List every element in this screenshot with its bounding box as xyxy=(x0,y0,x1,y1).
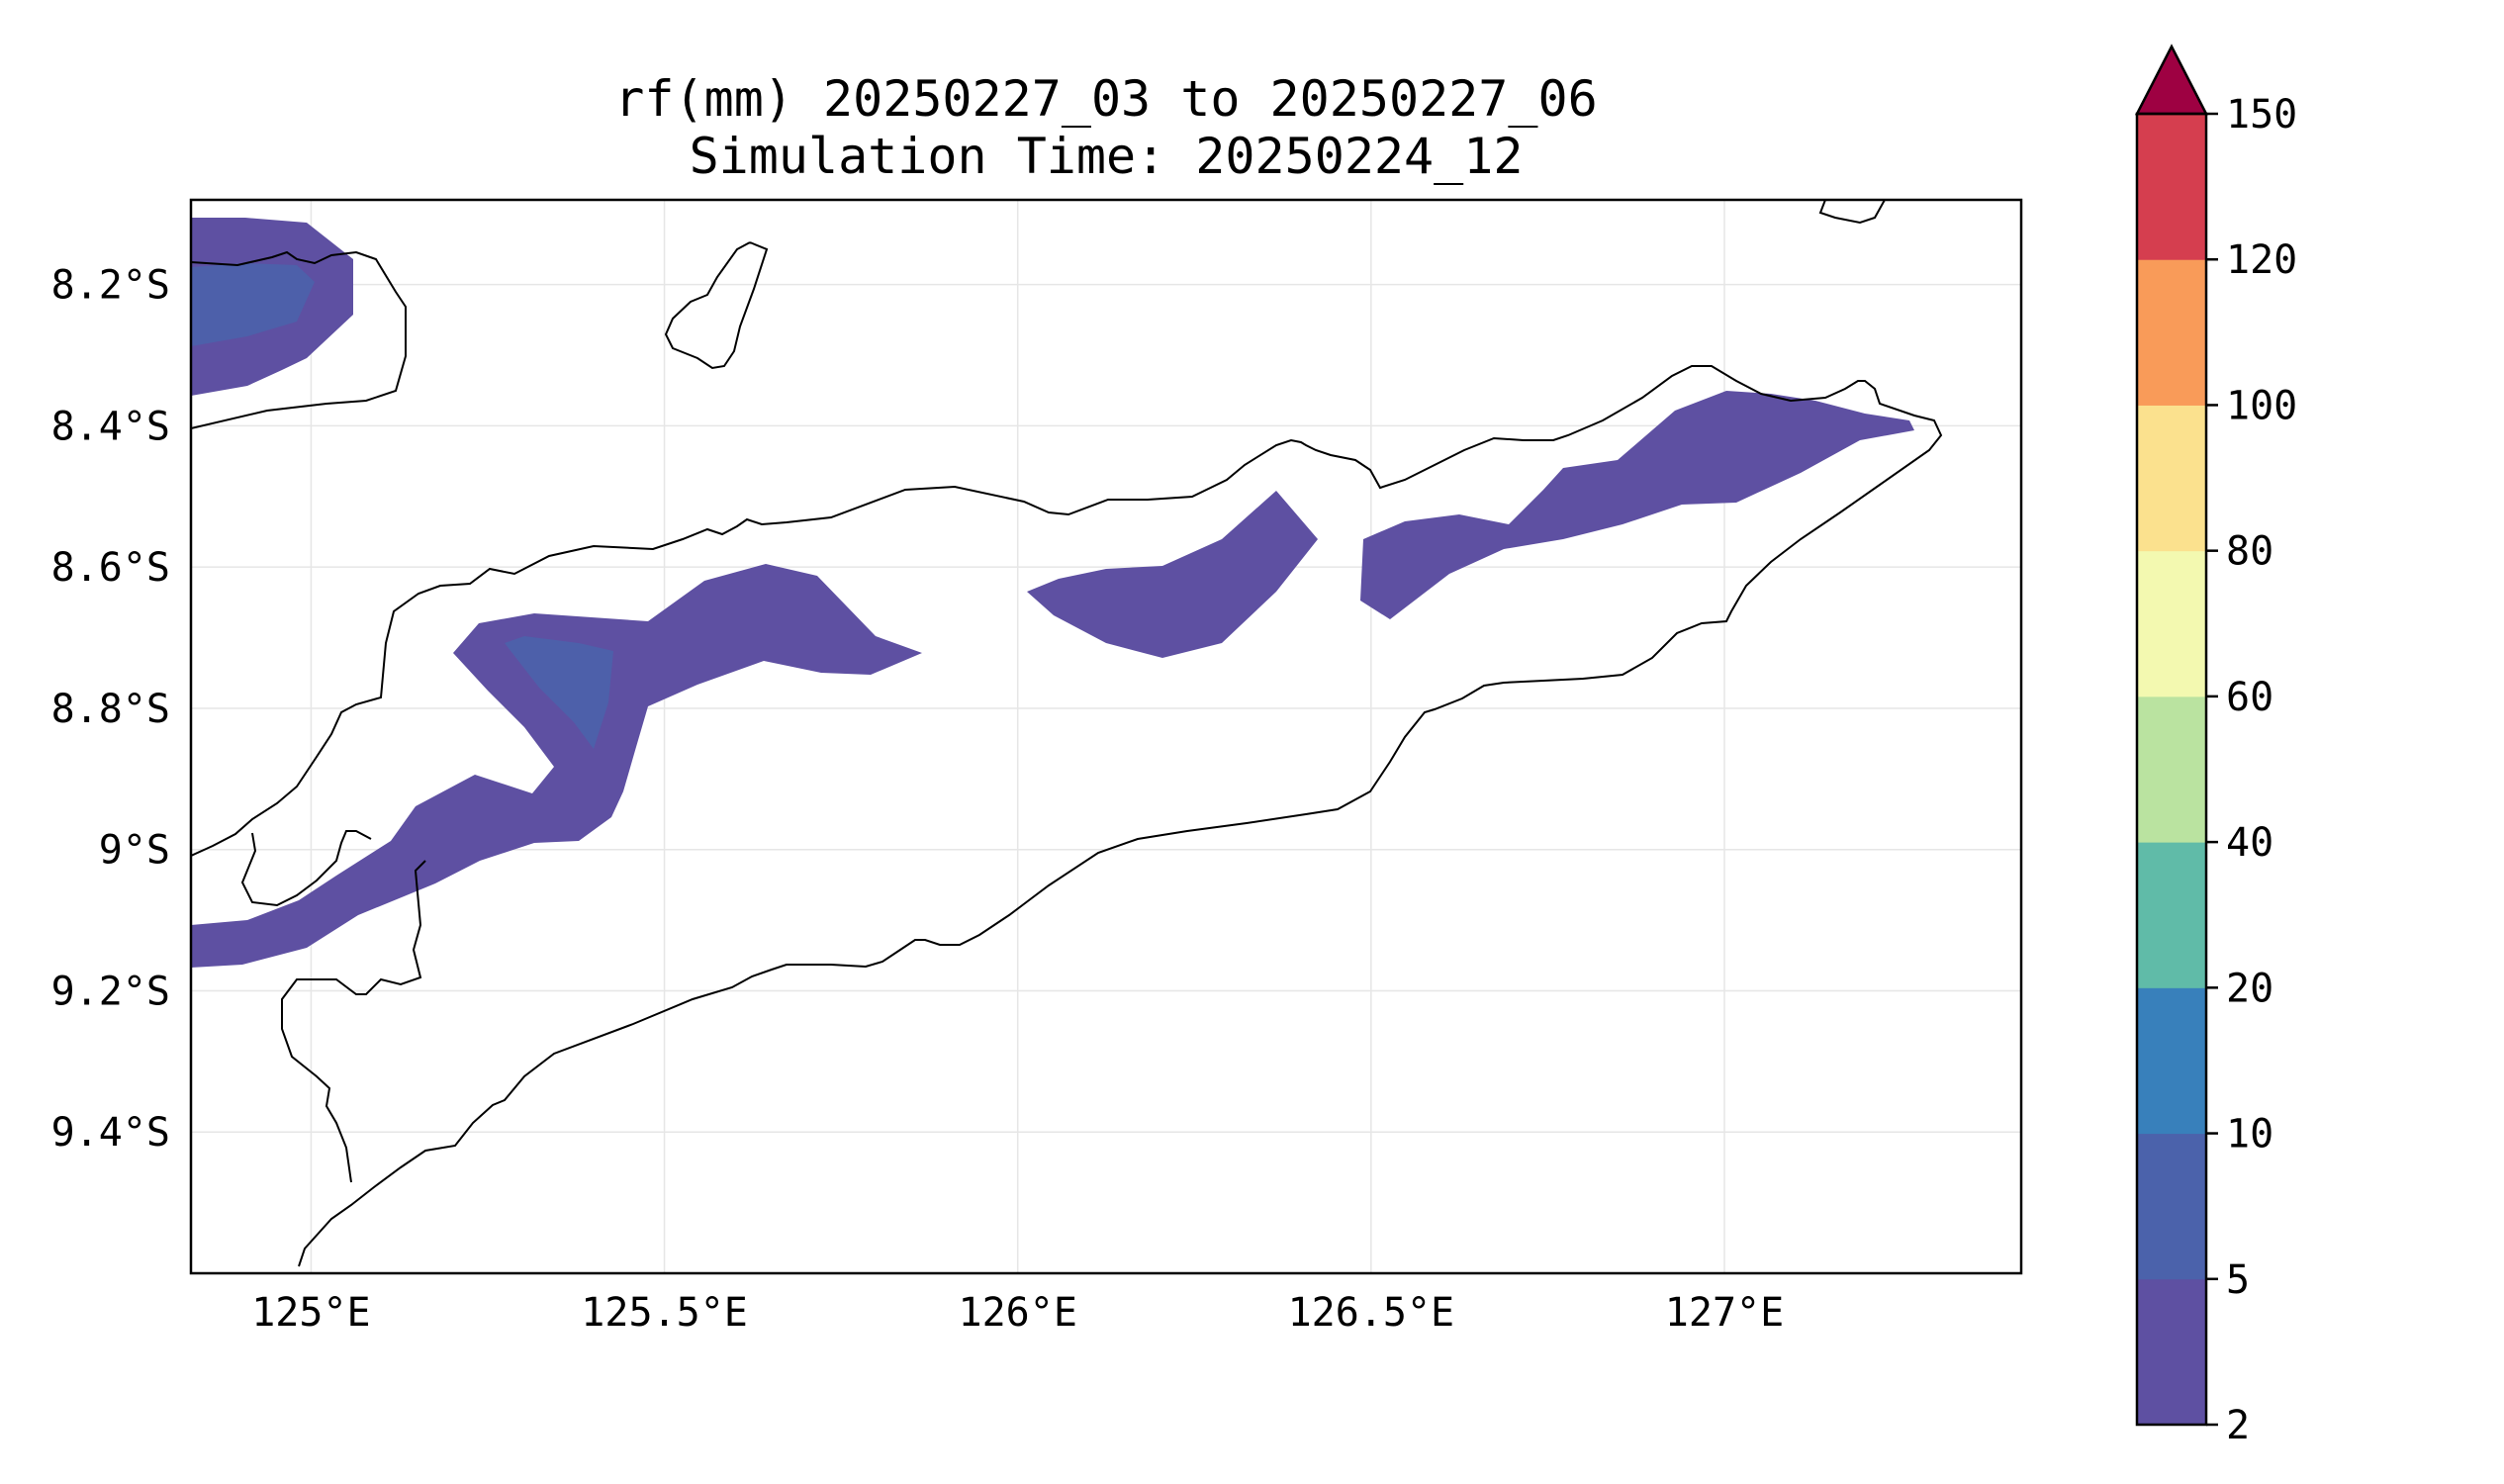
coastline-southwest xyxy=(281,860,426,1183)
coastline-wetar-edge xyxy=(1818,200,1886,225)
x-tick-label: 127°E xyxy=(1665,1290,1784,1336)
colorbar-bin xyxy=(2137,114,2206,260)
coastlines xyxy=(191,200,1943,1267)
colorbar-extend-arrow xyxy=(2134,44,2209,116)
colorbar-bin xyxy=(2137,1133,2206,1280)
colorbar-level-label: 100 xyxy=(2226,383,2297,428)
colorbar-bin xyxy=(2137,550,2206,697)
x-tick-label: 125°E xyxy=(251,1290,370,1336)
coastline-atauro-island xyxy=(664,241,769,370)
colorbar-level-label: 60 xyxy=(2226,675,2273,720)
y-tick-label: 9.2°S xyxy=(51,969,170,1014)
rain-area-northwest-core xyxy=(191,263,315,346)
map-panel: 125°E 125.5°E 126°E 126.5°E 127°E 8.2°S 8.4°S… xyxy=(51,198,2023,1336)
colorbar-level-label: 120 xyxy=(2226,237,2297,283)
colorbar-bin xyxy=(2137,842,2206,988)
colorbar-bin xyxy=(2137,259,2206,406)
colorbar: 2 5 10 20 40 60 80 100 120 150 xyxy=(2134,44,2297,1448)
colorbar-bin xyxy=(2137,1278,2206,1426)
title-line-1: rf(mm) 20250227_03 to 20250227_06 xyxy=(614,70,1597,128)
x-tick-label: 126°E xyxy=(959,1290,1077,1336)
x-axis-ticks: 125°E 125.5°E 126°E 126.5°E 127°E xyxy=(251,1290,1784,1336)
y-tick-label: 8.4°S xyxy=(51,404,170,449)
coastline-oecusse-border xyxy=(240,830,372,907)
colorbar-level-label: 2 xyxy=(2226,1403,2250,1448)
map-background xyxy=(191,200,2021,1273)
y-tick-label: 8.6°S xyxy=(51,545,170,591)
y-tick-label: 9.4°S xyxy=(51,1110,170,1156)
rain-area-central-band xyxy=(1027,491,1318,658)
colorbar-frame xyxy=(2135,112,2208,1427)
colorbar-level-label: 10 xyxy=(2226,1112,2273,1158)
x-tick-label: 125.5°E xyxy=(581,1290,748,1336)
x-tick-label: 126.5°E xyxy=(1288,1290,1455,1336)
rain-area-west-band-core xyxy=(505,636,613,749)
colorbar-level-label: 150 xyxy=(2226,92,2297,138)
colorbar-level-label: 80 xyxy=(2226,529,2273,575)
map-frame xyxy=(189,198,2023,1275)
rain-area-west-band xyxy=(191,564,922,968)
colorbar-level-label: 40 xyxy=(2226,820,2273,866)
y-axis-ticks: 8.2°S 8.4°S 8.6°S 8.8°S 9°S 9.2°S 9.4°S xyxy=(51,263,170,1157)
title-line-2: Simulation Time: 20250224_12 xyxy=(690,128,1524,185)
coastline-northwest xyxy=(191,250,407,429)
colorbar-bin xyxy=(2137,696,2206,843)
gridlines xyxy=(191,200,2021,1273)
colorbar-level-label: 20 xyxy=(2226,966,2273,1011)
y-tick-label: 8.8°S xyxy=(51,687,170,732)
colorbar-level-label: 5 xyxy=(2226,1257,2250,1303)
coastline-timor xyxy=(191,365,1943,1267)
colorbar-bin xyxy=(2137,405,2206,552)
y-tick-label: 9°S xyxy=(99,828,170,874)
y-tick-label: 8.2°S xyxy=(51,263,170,309)
colorbar-bin xyxy=(2137,987,2206,1135)
rain-area-east-band xyxy=(1360,391,1914,619)
